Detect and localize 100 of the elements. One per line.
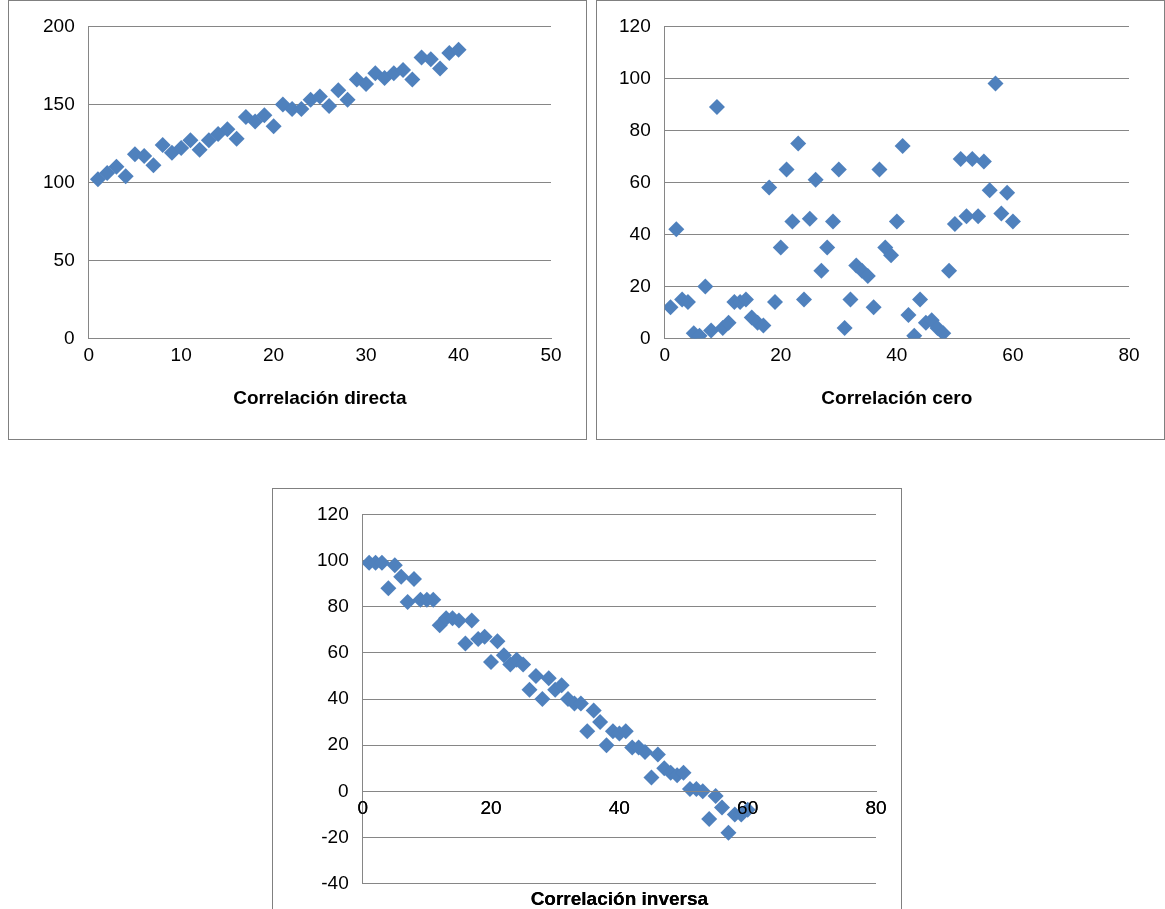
y-tick-label: 120 [317,502,349,524]
point [386,557,403,574]
point [697,278,714,295]
y-tick-label: 40 [629,222,651,244]
y-tick-label: 40 [327,687,349,709]
point [883,247,900,264]
point [483,654,500,671]
point [720,314,737,331]
point [993,205,1010,222]
point [228,130,245,147]
point [714,799,731,816]
point [404,71,421,88]
point [348,71,365,88]
point [173,140,190,157]
point [256,107,273,124]
y-tick-label: 100 [619,66,651,88]
point [888,213,905,230]
point [912,291,929,308]
point [952,151,969,167]
y-tick-label: 50 [53,248,75,270]
x-tick-label: 40 [447,344,470,366]
point [964,151,981,167]
point [970,208,987,225]
point [772,239,789,256]
point [813,262,830,279]
point [463,612,480,629]
point [579,723,596,740]
point [778,161,795,178]
point [761,179,778,196]
point [515,656,532,673]
point [311,88,328,105]
x-tick-label: 60 [1002,344,1024,366]
point [999,184,1016,201]
x-tick-label: 0 [83,344,94,366]
point [720,824,737,841]
point [708,99,725,115]
point [958,208,975,225]
point [457,635,474,652]
point [395,62,412,79]
y-tick-label: 60 [629,170,651,192]
point [836,320,853,336]
point [766,294,783,310]
x-tick-label: 80 [865,796,887,818]
point [871,161,888,178]
point [145,157,162,174]
point [1004,213,1021,230]
y-tick-label: 0 [640,326,651,348]
point [790,135,807,152]
point [801,210,818,227]
point [703,322,720,339]
point [825,213,842,230]
point [592,714,609,731]
point [108,158,125,175]
point [321,97,338,114]
point [200,132,217,149]
x-tick-label: 20 [263,344,285,366]
point [807,171,824,188]
y-tick-label: 100 [317,548,349,570]
point [376,69,393,86]
point [981,182,998,199]
point [935,325,952,339]
point [585,702,602,719]
x-axis-title: Correlación inversa [530,887,709,909]
point [894,138,911,154]
point [784,213,801,230]
point [219,121,236,138]
x-axis-title: Correlación directa [233,386,407,408]
point [830,161,847,178]
y-tick-label: 0 [64,326,75,348]
point [210,126,227,143]
point [946,216,963,232]
x-tick-label: 30 [355,344,377,366]
point [182,132,199,149]
point [339,91,356,108]
point [358,76,375,93]
point [664,299,679,316]
y-tick-label: 60 [327,641,349,663]
y-tick-label: 20 [629,274,651,296]
point [89,171,106,188]
point [117,168,134,185]
point [649,746,666,763]
point [668,221,685,238]
x-tick-label: 0 [357,796,368,818]
x-tick-label: 50 [540,344,562,366]
y-tick-label: 20 [327,733,349,755]
point [987,75,1004,92]
x-axis-title: Correlación cero [821,386,973,408]
point [489,633,506,650]
x-tick-label: 20 [770,344,792,366]
point [521,681,538,698]
point [527,667,544,684]
point [707,787,724,804]
point [540,670,557,687]
point [191,141,208,158]
x-tick-label: 40 [886,344,908,366]
y-tick-label: -40 [321,871,349,893]
point [399,594,416,611]
x-tick-label: 80 [1118,344,1140,366]
point [274,96,291,113]
point [534,691,551,707]
